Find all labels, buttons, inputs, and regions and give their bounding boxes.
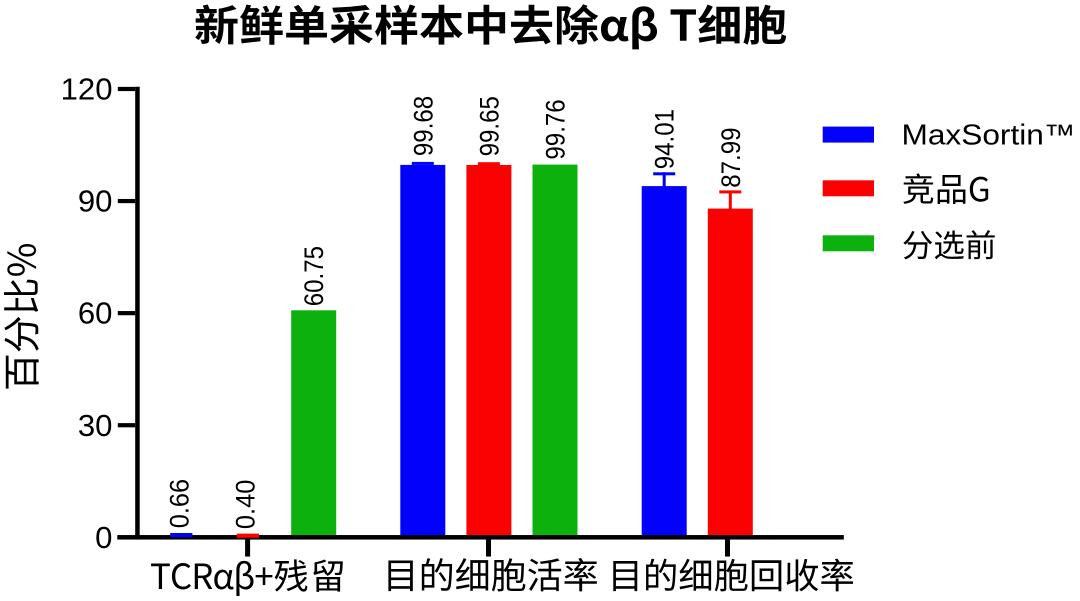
svg-text:0.66: 0.66 [165,479,195,529]
svg-text:99.68: 99.68 [408,96,438,156]
svg-text:90: 90 [78,185,113,219]
svg-text:99.76: 99.76 [541,99,571,159]
svg-text:MaxSortin™: MaxSortin™ [902,119,1076,151]
svg-text:0: 0 [95,521,112,555]
svg-text:60.75: 60.75 [299,246,329,306]
svg-text:0.40: 0.40 [231,480,261,530]
svg-text:99.65: 99.65 [474,96,504,156]
svg-text:30: 30 [78,409,113,443]
svg-text:120: 120 [61,73,113,107]
svg-text:94.01: 94.01 [650,109,680,169]
svg-text:87.99: 87.99 [716,128,746,188]
svg-text:60: 60 [78,297,113,331]
